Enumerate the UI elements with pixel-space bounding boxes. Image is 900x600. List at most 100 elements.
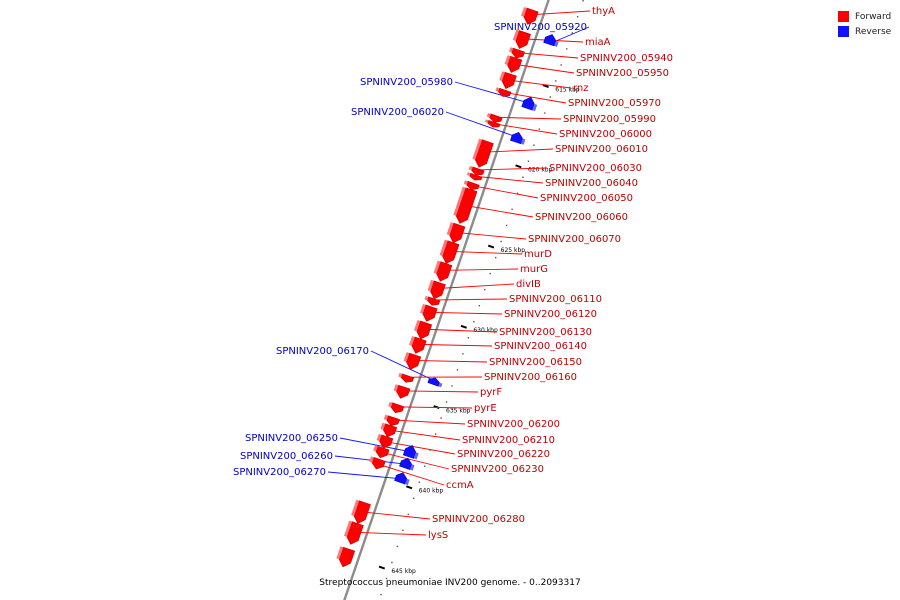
backbone-dot <box>418 481 420 483</box>
gene-shade <box>495 87 500 92</box>
backbone-dot <box>527 160 530 162</box>
label-leader <box>437 268 519 271</box>
gene-arrow-SPNINV200_06070 <box>449 222 466 244</box>
label-leader <box>412 343 493 347</box>
label-leader <box>454 81 535 105</box>
gene-arrow-SPNINV200_06010 <box>474 139 494 168</box>
gene-label: SPNINV200_06000 <box>559 129 652 140</box>
backbone-dot <box>533 144 535 146</box>
gene-shade <box>521 7 527 17</box>
backbone-dot <box>566 48 568 50</box>
gene-arrow-rnz <box>501 71 517 89</box>
label-leader <box>348 531 427 536</box>
backbone-dot <box>451 385 453 387</box>
backbone-dot <box>576 16 579 18</box>
gene-shade <box>409 464 415 471</box>
backbone-dot <box>413 497 415 499</box>
gene-arrow-pyrF <box>396 384 411 399</box>
kbp-tick-label: 640 kbp <box>419 488 444 495</box>
gene-label: SPNINV200_06210 <box>462 435 555 446</box>
reverse-swatch <box>838 26 849 37</box>
gene-label: SPNINV200_06230 <box>451 464 544 475</box>
label-leader <box>417 328 498 333</box>
label-leader <box>396 390 479 393</box>
label-leader <box>339 437 416 454</box>
gene-shade <box>466 172 471 176</box>
gene-label: thyA <box>592 6 615 17</box>
gene-arrow-SPNINV200_06200 <box>386 415 400 426</box>
gene-arrow-SPNINV200_05990 <box>489 113 503 123</box>
legend-reverse: Reverse <box>838 24 891 39</box>
gene-arrow-SPNINV200_06120 <box>422 304 438 322</box>
gene-arrow-SPNINV200_06250 <box>402 445 417 459</box>
gene-shade <box>504 55 511 65</box>
gene-arrow-SPNINV200_06000 <box>487 120 501 128</box>
label-leader <box>383 428 461 441</box>
gene-label: SPNINV200_06250 <box>245 433 338 444</box>
kbp-tick <box>542 84 549 88</box>
backbone-dot <box>544 112 546 114</box>
backbone-dot <box>582 0 584 2</box>
label-leader <box>423 311 503 315</box>
gene-features <box>336 7 559 568</box>
gene-arrow-murD <box>442 240 460 264</box>
gene-shade <box>373 445 378 452</box>
backbone-dot <box>489 272 491 275</box>
gene-arrow-SPNINV200_06130 <box>416 320 433 340</box>
gene-arrow-SPNINV200_06160 <box>400 373 415 383</box>
gene-label: SPNINV200_06150 <box>489 357 582 368</box>
gene-label: miaA <box>585 37 611 48</box>
gene-arrow-SPNINV200_05970 <box>497 87 512 97</box>
gene-arrow-SPNINV200_06110 <box>426 296 441 306</box>
kbp-tick <box>515 164 522 169</box>
gene-label: rnz <box>573 83 589 94</box>
gene-label: SPNINV200_06040 <box>545 178 638 189</box>
gene-label: SPNINV200_06140 <box>494 341 587 352</box>
gene-label: murG <box>520 264 548 275</box>
gene-shade <box>433 260 441 274</box>
gene-shade <box>398 373 403 378</box>
label-leader <box>427 298 508 301</box>
gene-label: SPNINV200_05950 <box>576 68 669 79</box>
gene-shade <box>414 320 421 332</box>
gene-labels: thyA SPNINV200_05920 miaA SPNINV200_05940 SP… <box>233 6 673 541</box>
label-leader <box>445 111 523 140</box>
gene-label: SPNINV200_05940 <box>580 53 673 64</box>
kbp-tick <box>406 485 413 490</box>
gene-label: SPNINV200_05980 <box>360 77 453 88</box>
gene-shade <box>499 71 505 81</box>
gene-label: lysS <box>428 530 448 541</box>
gene-label: divIB <box>516 279 541 290</box>
gene-shade <box>486 113 491 118</box>
gene-label: SPNINV200_06030 <box>549 163 642 174</box>
gene-label: pyrE <box>474 403 497 414</box>
backbone-dot <box>407 513 409 516</box>
gene-arrow-SPNINV200_05950 <box>507 55 523 73</box>
gene-shade <box>427 279 434 292</box>
genome-caption: Streptococcus pneumoniae INV200 genome. … <box>319 578 581 588</box>
gene-shade <box>512 29 520 41</box>
gene-arrow-murG <box>436 261 453 282</box>
gene-shade <box>484 119 489 123</box>
backbone-dot <box>555 80 557 82</box>
gene-label: SPNINV200_06270 <box>233 467 326 478</box>
gene-shade <box>438 382 443 388</box>
gene-arrow-SPNINV200_06280 <box>353 500 371 524</box>
kbp-tick-label: 635 kbp <box>446 407 471 414</box>
gene-shade <box>472 138 483 160</box>
gene-label: SPNINV200_06130 <box>499 327 592 338</box>
backbone-dot <box>511 208 513 211</box>
gene-label: SPNINV200_06110 <box>509 294 602 305</box>
gene-shade <box>344 520 353 537</box>
legend-reverse-label: Reverse <box>855 26 892 37</box>
backbone-dot <box>571 32 573 34</box>
strand-legend: Forward Reverse <box>838 9 891 39</box>
backbone-dot <box>478 304 481 307</box>
label-leader <box>370 350 440 384</box>
backbone-dots <box>380 0 584 596</box>
gene-label: SPNINV200_05920 <box>494 22 587 33</box>
gene-arrow-divIB <box>430 280 446 300</box>
backbone-dot <box>473 321 475 323</box>
backbone-dot <box>445 401 448 403</box>
backbone-dot <box>380 593 382 596</box>
